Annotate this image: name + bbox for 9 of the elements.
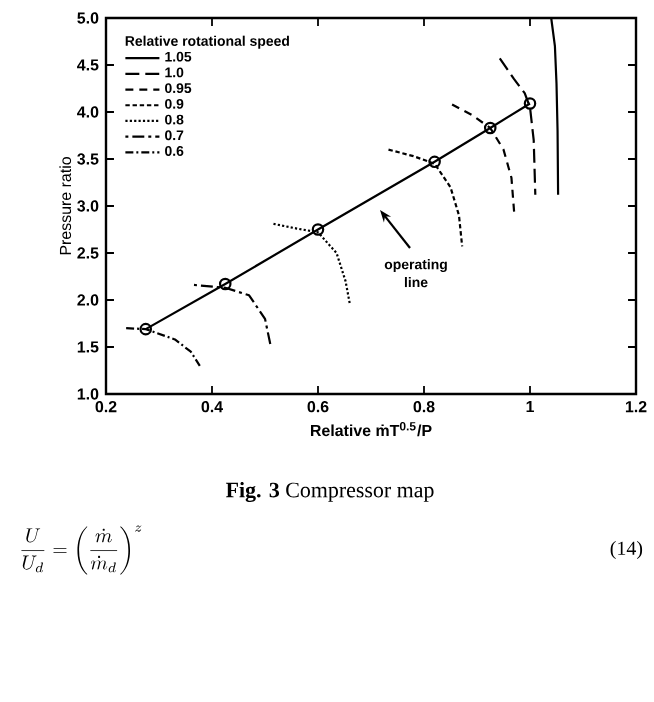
line-series	[272, 222, 351, 305]
point	[483, 121, 497, 135]
point	[218, 277, 232, 291]
text: $\frac{U}{U_d} = \left(\frac{\dot m}{\dot m_d}\right)^z$	[21, 525, 142, 575]
text: (14)	[610, 540, 643, 560]
point	[311, 223, 325, 236]
point	[428, 155, 441, 169]
text: Fig. 3 Compressor map	[225, 481, 434, 503]
line-series	[387, 148, 464, 248]
